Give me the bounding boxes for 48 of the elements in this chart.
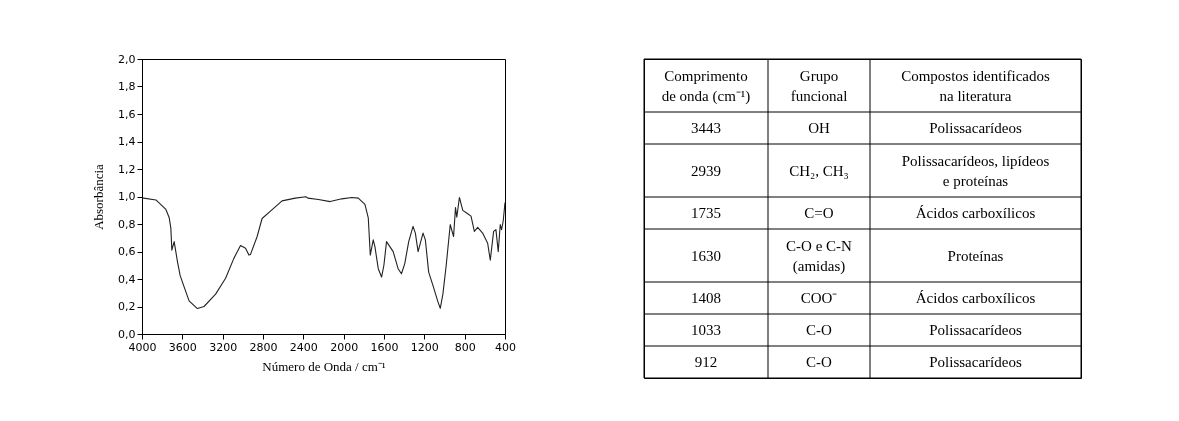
text: Polissacarídeos xyxy=(929,120,1022,136)
y-tick-label: 0,0 xyxy=(118,327,136,341)
y-tick-label: 0,6 xyxy=(118,245,136,258)
text: C=O xyxy=(804,205,834,221)
x-tick-label: 2800 xyxy=(249,340,278,354)
text: C-O e C-N (amidas) xyxy=(786,237,853,275)
text: 1408 xyxy=(691,290,721,306)
text: C-O xyxy=(806,322,833,338)
text: 1735 xyxy=(691,205,721,221)
text: Ácidos carboxílicos xyxy=(915,205,1036,221)
text: C-O xyxy=(806,354,833,370)
text: COO⁻ xyxy=(800,290,838,306)
text: Proteínas xyxy=(947,247,1004,264)
y-tick-label: 0,2 xyxy=(118,300,136,313)
y-tick-label: 1,2 xyxy=(118,162,136,176)
x-tick-label: 2000 xyxy=(330,340,359,354)
text: Polissacarídeos xyxy=(929,354,1022,370)
x-tick-label: 400 xyxy=(495,340,516,354)
text: Compostos identificados na literatura xyxy=(901,67,1051,104)
x-tick-label: 800 xyxy=(454,340,476,354)
text: Grupo funcional xyxy=(790,67,848,104)
x-tick-label: 1200 xyxy=(410,340,439,354)
text: CH₂, CH₃ xyxy=(789,162,849,179)
text: 2939 xyxy=(691,162,721,179)
text: Comprimento de onda (cm⁻¹) xyxy=(661,67,751,105)
line-series xyxy=(142,196,505,310)
y-tick-label: 2,0 xyxy=(118,52,136,66)
x-tick-label: 2400 xyxy=(289,340,318,354)
text: 1630 xyxy=(691,247,721,264)
y-tick-label: 1,8 xyxy=(118,80,136,93)
y-axis-title: Absorbância xyxy=(91,163,107,230)
text: Ácidos carboxílicos xyxy=(915,290,1036,306)
text: 3443 xyxy=(691,120,721,136)
text: OH xyxy=(808,120,830,136)
text: Polissacarídeos xyxy=(929,322,1022,338)
text: Polissacarídeos, lipídeos e proteínas xyxy=(901,152,1050,189)
text: 912 xyxy=(694,354,718,370)
y-tick-label: 1,4 xyxy=(118,135,136,148)
y-tick-label: 0,8 xyxy=(118,217,136,231)
x-tick-label: 3200 xyxy=(209,340,238,354)
y-tick-label: 1,6 xyxy=(118,107,136,121)
x-tick-label: 4000 xyxy=(128,340,157,354)
x-tick-label: 1600 xyxy=(370,340,399,354)
y-tick-label: 0,4 xyxy=(118,272,136,286)
text: 1033 xyxy=(691,322,721,338)
y-tick-label: 1,0 xyxy=(118,190,136,203)
x-tick-label: 3600 xyxy=(168,340,197,354)
x-axis-title: Número de Onda / cm⁻¹ xyxy=(262,358,386,374)
